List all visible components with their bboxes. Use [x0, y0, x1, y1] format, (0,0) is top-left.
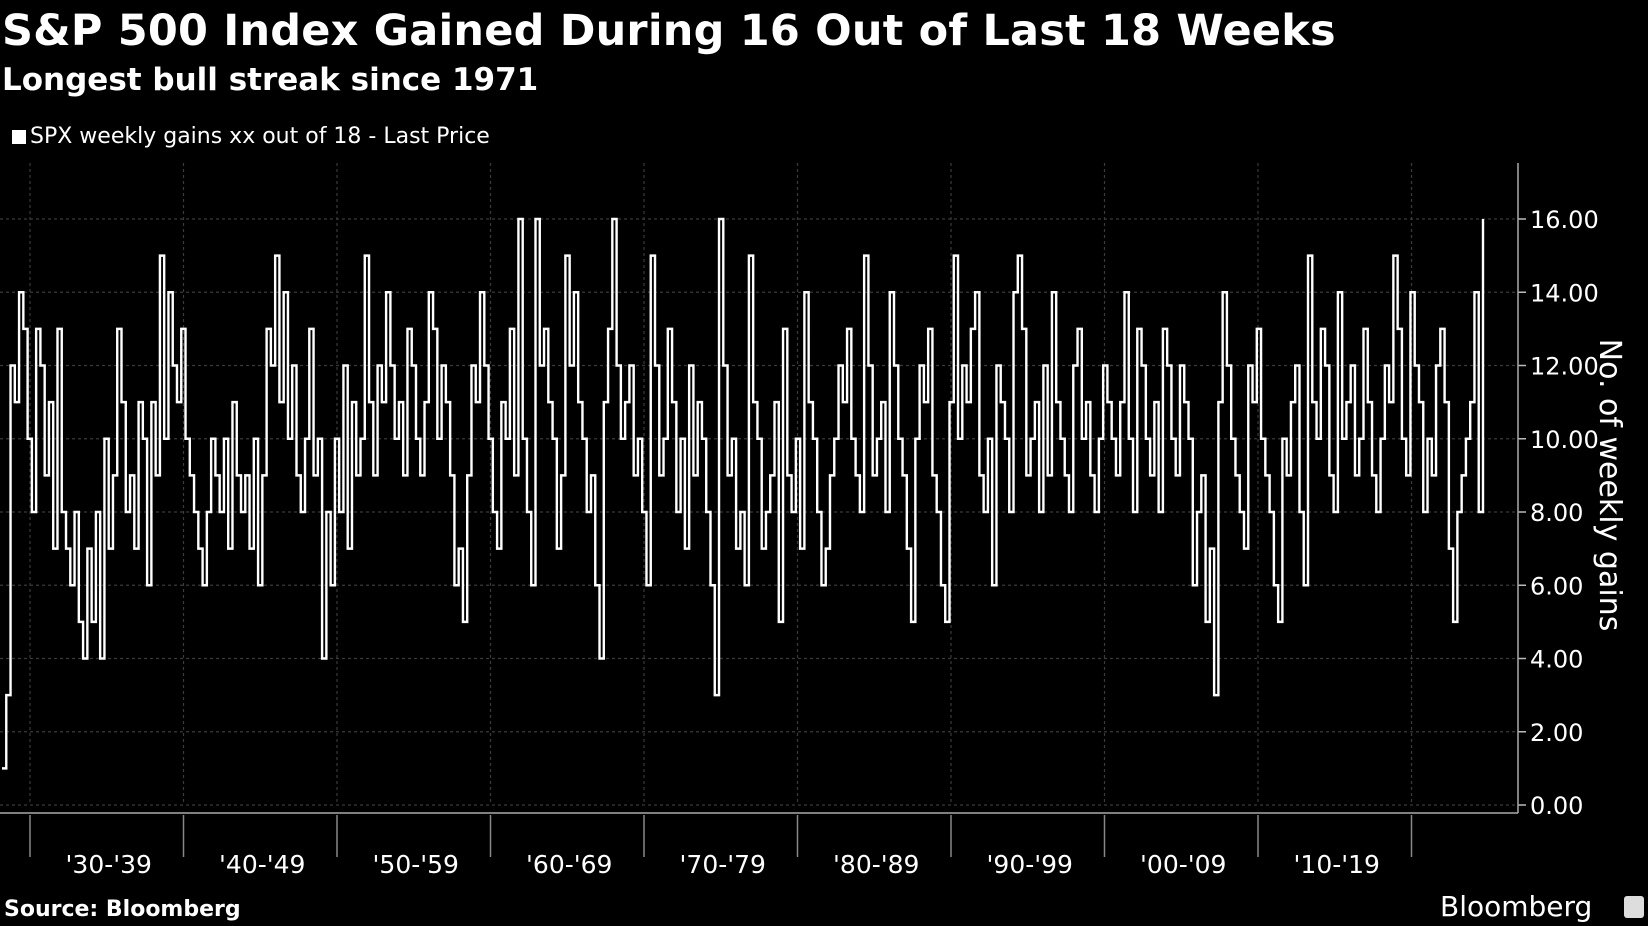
legend: SPX weekly gains xx out of 18 - Last Pri…: [12, 124, 490, 149]
chart-title: S&P 500 Index Gained During 16 Out of La…: [2, 6, 1336, 56]
y-axis-title: No. of weekly gains: [1592, 339, 1627, 632]
legend-label: SPX weekly gains xx out of 18 - Last Pri…: [30, 124, 490, 149]
axis-layer: 0.00 2.00 4.00 6.00 8.00 10.00 12.00 14.00 16.00…: [0, 163, 1627, 879]
y-tick-label: 14.00: [1530, 279, 1599, 307]
x-tick-label: '10-'19: [1294, 850, 1380, 879]
source-label: Source: Bloomberg: [4, 897, 241, 922]
x-tick-label: '70-'79: [680, 850, 766, 879]
series-line: [2, 217, 1485, 770]
y-tick-label: 12.00: [1530, 353, 1599, 381]
y-tick-label: 0.00: [1530, 792, 1583, 820]
y-tick-label: 8.00: [1530, 499, 1583, 527]
series-layer: [2, 217, 1485, 770]
legend-swatch: [12, 129, 26, 144]
x-tick-label: '90-'99: [987, 850, 1073, 879]
y-tick-label: 2.00: [1530, 719, 1583, 747]
y-tick-label: 6.00: [1530, 572, 1583, 600]
y-tick-label: 16.00: [1530, 206, 1599, 234]
chart-subtitle: Longest bull streak since 1971: [2, 62, 539, 98]
x-tick-label: '50-'59: [373, 850, 459, 879]
brand-label: Bloomberg: [1440, 890, 1593, 923]
bloomberg-logo-icon: [1624, 896, 1644, 918]
y-tick-label: 10.00: [1530, 426, 1599, 454]
x-tick-label: '60-'69: [526, 850, 612, 879]
x-tick-label: '40-'49: [219, 850, 305, 879]
y-tick-label: 4.00: [1530, 646, 1583, 674]
x-tick-label: '80-'89: [833, 850, 919, 879]
x-tick-label: '00-'09: [1140, 850, 1226, 879]
x-tick-label: '30-'39: [66, 850, 152, 879]
